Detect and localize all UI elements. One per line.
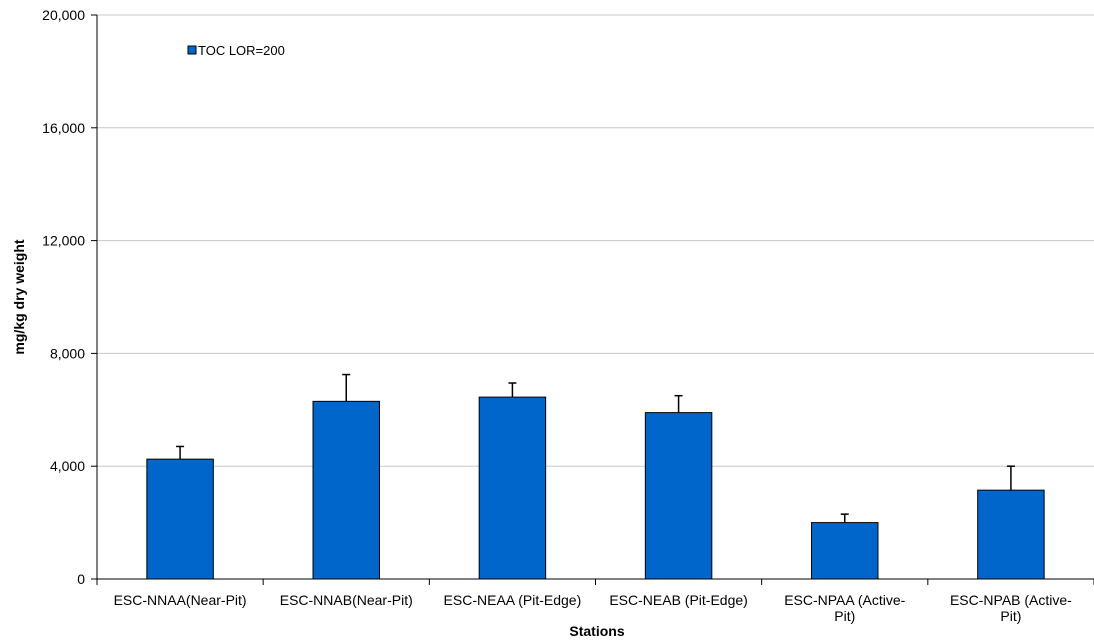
bar <box>478 396 547 580</box>
x-tick-label: ESC-NNAA(Near-Pit) <box>114 592 247 608</box>
x-tick-label: ESC-NNAB(Near-Pit) <box>280 592 413 608</box>
bar <box>644 412 713 580</box>
x-axis-title: Stations <box>569 623 624 639</box>
error-bars <box>176 373 1015 523</box>
y-axis-title: mg/kg dry weight <box>11 239 27 354</box>
legend-swatch <box>187 45 197 55</box>
bar <box>146 458 214 580</box>
x-tick-label: ESC-NPAB (Active-Pit) <box>950 592 1072 624</box>
x-tick-labels: ESC-NNAA(Near-Pit) ESC-NNAB(Near-Pit) ESC-… <box>114 592 1073 624</box>
legend-label: TOC LOR=200 <box>198 43 285 58</box>
x-tick-label: ESC-NEAB (Pit-Edge) <box>609 592 747 608</box>
bar <box>312 400 380 580</box>
bar <box>811 522 879 580</box>
y-tick-label: 0 <box>77 571 85 587</box>
y-tick-label: 4,000 <box>50 458 85 474</box>
x-tick-label: ESC-NPAA (Active-Pit) <box>784 592 905 624</box>
gridlines <box>97 14 1094 467</box>
legend: TOC LOR=200 <box>187 43 285 58</box>
bars <box>146 396 1045 580</box>
y-tick-label: 20,000 <box>42 7 85 23</box>
x-tick-label: ESC-NEAA (Pit-Edge) <box>444 592 582 608</box>
axes <box>91 14 1094 585</box>
y-tick-label: 12,000 <box>42 233 85 249</box>
y-tick-label: 8,000 <box>50 345 85 361</box>
bar <box>977 489 1045 580</box>
y-tick-labels: 0 4,000 8,000 12,000 16,000 20,000 <box>42 7 85 587</box>
y-tick-label: 16,000 <box>42 120 85 136</box>
